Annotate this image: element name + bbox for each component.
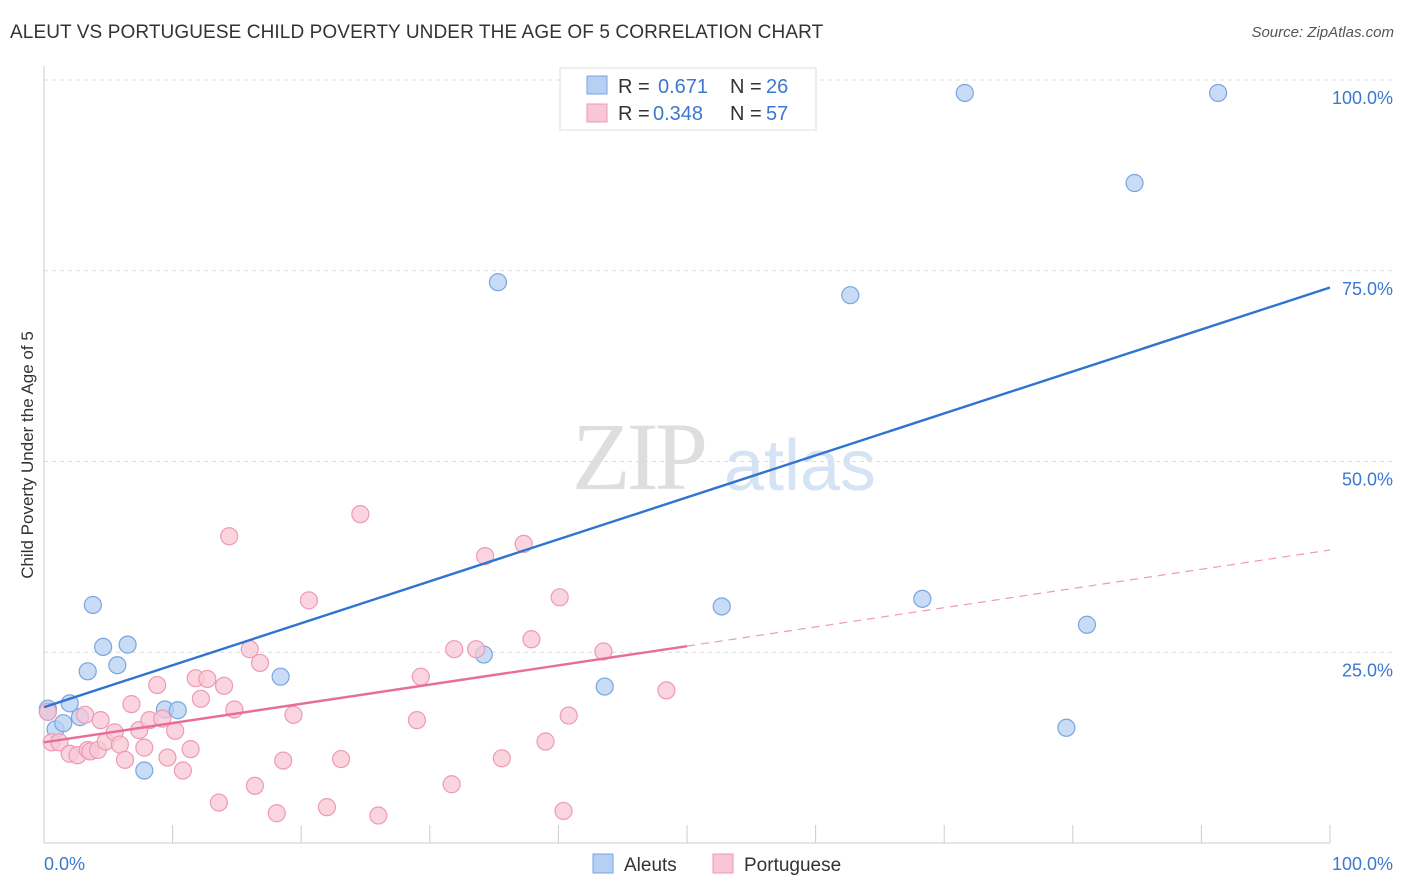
portuguese-point	[407, 711, 427, 730]
portuguese-point	[115, 750, 135, 769]
portuguese-point	[267, 804, 286, 823]
portuguese-point	[220, 527, 239, 546]
portuguese-point	[351, 505, 370, 524]
aleut-point	[1125, 173, 1144, 193]
portuguese-point	[492, 749, 511, 768]
aleut-point	[78, 662, 97, 681]
y-tick-label-50: 50.0%	[1342, 470, 1393, 490]
portuguese-point	[214, 676, 234, 695]
source-label: Source: ZipAtlas.com	[1251, 24, 1394, 41]
portuguese-point	[158, 748, 177, 767]
y-tick-label-25: 25.0%	[1342, 660, 1393, 680]
aleuts-trend-line	[43, 286, 1331, 709]
portuguese-point	[369, 806, 388, 825]
aleut-point	[94, 637, 113, 657]
portuguese-point	[274, 751, 293, 770]
legend-r-value-aleuts: 0.671	[658, 76, 708, 98]
legend-r-value-portuguese: 0.348	[653, 103, 703, 125]
watermark-atlas: atlas	[724, 426, 876, 506]
aleut-point	[1057, 718, 1076, 737]
aleut-point	[83, 595, 102, 615]
series-legend-label-portuguese: Portuguese	[744, 855, 841, 876]
series-legend-swatch-aleuts	[592, 853, 614, 874]
portuguese-point	[181, 740, 200, 759]
portuguese-point	[550, 588, 569, 607]
x-tick-label-max: 100.0%	[1332, 854, 1393, 874]
portuguese-point	[38, 702, 57, 721]
aleut-point	[1077, 615, 1097, 634]
legend-n-value-portuguese: 57	[766, 103, 788, 125]
y-tick-label-100: 100.0%	[1332, 88, 1393, 108]
aleut-point	[118, 635, 137, 654]
aleut-point	[913, 589, 932, 608]
aleut-point	[595, 677, 614, 696]
watermark-zip: ZIP	[572, 403, 705, 510]
portuguese-point	[110, 735, 129, 754]
portuguese-point	[442, 775, 461, 794]
portuguese-point	[198, 669, 217, 689]
series-legend-swatch-portuguese	[712, 853, 734, 874]
aleut-point	[108, 656, 127, 675]
portuguese-point	[166, 721, 185, 740]
portuguese-point	[245, 776, 265, 795]
aleut-point	[712, 597, 731, 616]
legend-swatch-portuguese	[586, 103, 608, 123]
legend-r-label-aleuts: R =	[618, 76, 650, 98]
portuguese-point	[148, 675, 167, 695]
portuguese-point	[522, 630, 541, 649]
grid	[44, 79, 1392, 653]
portuguese-point	[475, 547, 495, 566]
legend-swatch-aleuts	[586, 75, 608, 95]
portuguese-point	[91, 711, 110, 730]
portuguese-point	[657, 681, 676, 700]
x-tick-label-min: 0.0%	[44, 854, 85, 874]
aleut-point	[955, 83, 974, 103]
portuguese-point	[135, 738, 154, 757]
trend-lines	[43, 286, 1331, 744]
aleut-point	[1209, 83, 1228, 103]
portuguese-point	[209, 793, 228, 812]
y-tick-label-75: 75.0%	[1342, 279, 1393, 299]
portuguese-point	[122, 695, 141, 714]
chart-title: ALEUT VS PORTUGUESE CHILD POVERTY UNDER …	[10, 22, 824, 43]
legend-n-value-aleuts: 26	[766, 76, 788, 98]
portuguese-point	[594, 642, 613, 661]
legend-n-label-aleuts: N =	[730, 76, 762, 98]
portuguese-point	[173, 761, 192, 780]
legend-n-label-portuguese: N =	[730, 103, 762, 125]
portuguese-point	[76, 705, 95, 724]
aleut-point	[271, 667, 290, 686]
stats-legend: R = 0.671 N = 26 R = 0.348 N = 57	[559, 67, 817, 131]
aleut-point	[135, 761, 154, 780]
portuguese-trend-line	[43, 644, 688, 744]
aleut-point	[841, 286, 860, 305]
portuguese-point	[554, 801, 573, 821]
series-legend-label-aleuts: Aleuts	[624, 855, 677, 876]
portuguese-point	[445, 640, 464, 659]
legend-r-label-portuguese: R =	[618, 103, 650, 125]
portuguese-point	[466, 640, 486, 659]
portuguese-point	[411, 667, 430, 686]
portuguese-trend-line-extension	[686, 549, 1331, 647]
aleut-point	[168, 701, 187, 720]
portuguese-point	[331, 749, 351, 769]
portuguese-point	[284, 705, 303, 724]
portuguese-point	[250, 653, 270, 673]
portuguese-point	[317, 798, 337, 817]
portuguese-point	[299, 591, 319, 610]
aleut-point	[54, 714, 73, 733]
portuguese-points	[38, 505, 676, 825]
aleut-point	[488, 273, 508, 292]
portuguese-point	[191, 689, 210, 708]
y-tick-labels: 100.0% 75.0% 50.0% 25.0%	[1332, 88, 1393, 680]
portuguese-point	[559, 706, 578, 725]
series-legend: Aleuts Portuguese	[592, 853, 841, 876]
portuguese-point	[536, 732, 555, 751]
